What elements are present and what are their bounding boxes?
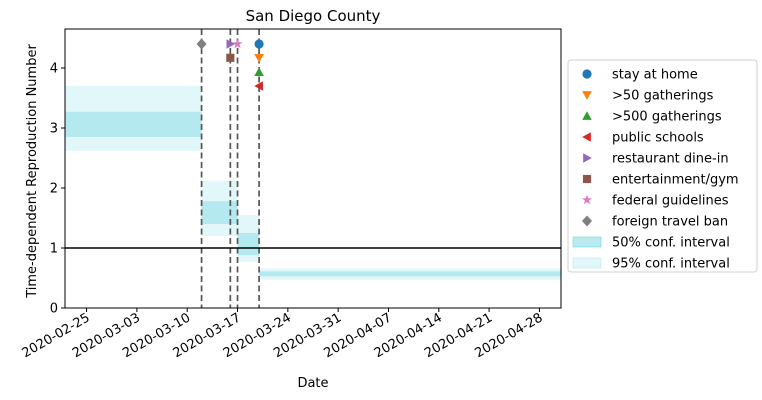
legend-marker bbox=[582, 111, 592, 120]
ci50-band-1 bbox=[65, 111, 202, 137]
legend-frame bbox=[567, 59, 758, 273]
y-axis-label: Time-dependent Reproduction Number bbox=[25, 44, 40, 299]
event-marker-500-gatherings bbox=[254, 67, 264, 77]
legend-label: >500 gatherings bbox=[612, 110, 722, 125]
legend-marker bbox=[581, 194, 593, 205]
plot-frame bbox=[64, 28, 562, 309]
legend-label: stay at home bbox=[612, 68, 698, 83]
y-axis: 0 1 2 3 4 bbox=[50, 62, 65, 317]
ci95-band-2 bbox=[201, 180, 238, 236]
legend-label: >50 gatherings bbox=[612, 89, 714, 104]
event-lines bbox=[200, 29, 260, 308]
event-marker-50-gatherings bbox=[254, 53, 264, 63]
legend-label: 50% conf. interval bbox=[612, 236, 730, 251]
x-axis-label: Date bbox=[297, 376, 328, 391]
legend-label: 95% conf. interval bbox=[612, 257, 730, 272]
y-tick-label: 0 bbox=[50, 302, 58, 317]
legend-marker bbox=[582, 91, 592, 100]
event-marker-public-schools bbox=[254, 81, 263, 91]
legend-label: foreign travel ban bbox=[612, 215, 728, 230]
ci50-bands bbox=[65, 111, 561, 277]
legend-label: federal guidelines bbox=[612, 194, 729, 209]
event-marker-restaurant-dine-in bbox=[226, 39, 236, 49]
legend-swatch-50 bbox=[572, 236, 602, 248]
event-marker-federal-guidelines bbox=[232, 38, 243, 49]
x-axis: 2020-02-252020-03-032020-03-102020-03-17… bbox=[20, 308, 545, 361]
legend-label: entertainment/gym bbox=[612, 173, 739, 188]
legend-marker bbox=[583, 153, 592, 163]
legend: stay at home >50 gatherings >500 gathering… bbox=[567, 59, 758, 273]
event-marker-foreign-travel-ban bbox=[196, 38, 207, 50]
legend-marker bbox=[582, 174, 592, 184]
y-tick-label: 4 bbox=[50, 62, 58, 77]
event-marker-entertainment-gym bbox=[226, 53, 235, 62]
legend-swatch-95 bbox=[572, 257, 602, 269]
legend-marker bbox=[582, 69, 592, 79]
legend-label: restaurant dine-in bbox=[612, 152, 729, 167]
chart-title: San Diego County bbox=[246, 7, 381, 25]
legend-marker bbox=[581, 215, 593, 227]
event-markers bbox=[196, 38, 264, 91]
event-marker-stay-at-home bbox=[254, 39, 264, 49]
plot-area bbox=[64, 28, 562, 309]
ci50-band-2 bbox=[201, 201, 238, 224]
y-tick-label: 1 bbox=[50, 242, 58, 257]
ci95-bands bbox=[65, 86, 561, 280]
ci50-band-4 bbox=[259, 271, 561, 277]
legend-label: public schools bbox=[612, 131, 704, 146]
y-tick-label: 3 bbox=[50, 122, 58, 137]
ci95-band-1 bbox=[65, 86, 202, 151]
legend-marker bbox=[582, 132, 591, 142]
ci95-band-4 bbox=[259, 268, 561, 280]
y-tick-label: 2 bbox=[50, 182, 58, 197]
ci95-band-3 bbox=[237, 215, 260, 262]
ci50-band-3 bbox=[237, 233, 260, 256]
